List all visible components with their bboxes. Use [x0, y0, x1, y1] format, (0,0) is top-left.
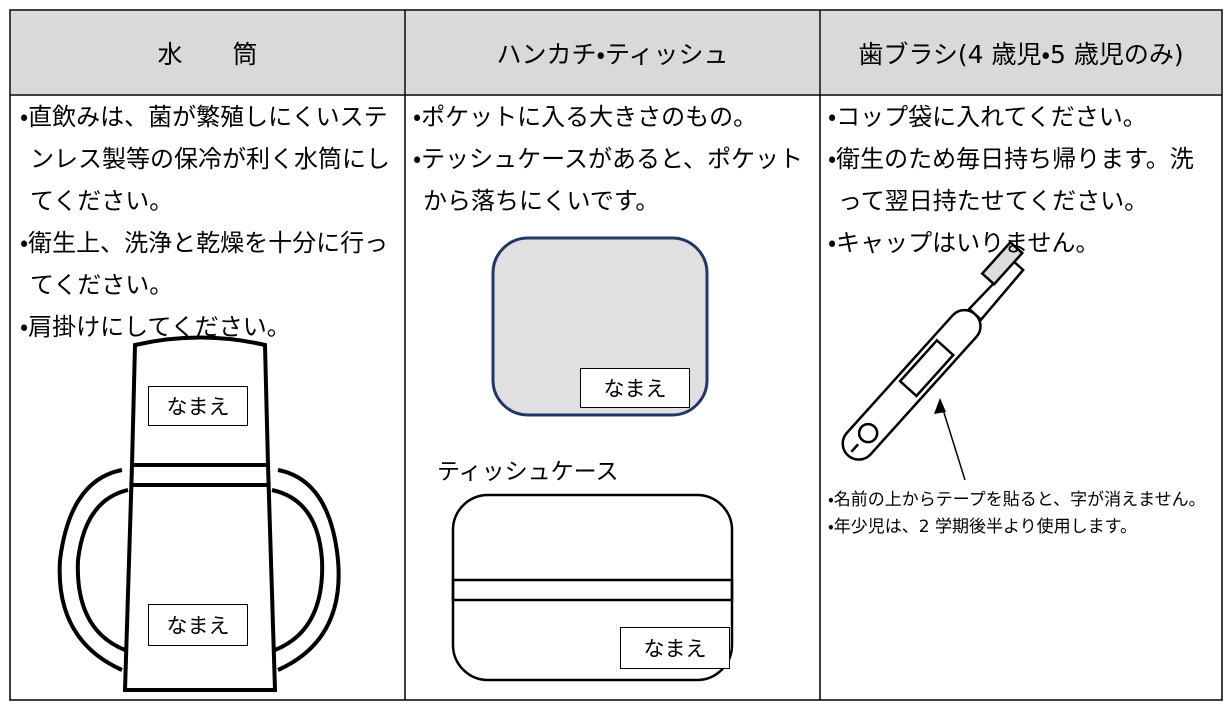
list-item: ・コップ袋に入れてください。 — [828, 103, 1147, 131]
list-item: ・衛生のため毎日持ち帰ります。洗って翌日持たせてください。 — [828, 145, 1194, 215]
name-label: なまえ — [148, 604, 248, 646]
list-item: ・テッシュケースがあると、ポケットから落ちにくいです。 — [413, 145, 803, 215]
list-item: ・キャップはいりません。 — [828, 229, 1100, 257]
note-list: ・名前の上からテープを貼ると、字が消えません。 ・年少児は、2 学期後半より使用… — [828, 487, 1214, 541]
list-item: ・肩掛けにしてください。 — [20, 313, 291, 341]
list-item: ・直飲みは、菌が繁殖しにくいステンレス製等の保冷が利く水筒にしてください。 — [20, 103, 390, 215]
item-list: ・コップ袋に入れてください。 ・衛生のため毎日持ち帰ります。洗って翌日持たせてく… — [828, 96, 1212, 264]
caption: ティッシュケース — [437, 459, 619, 485]
item-list: ・ポケットに入る大きさのもの。 ・テッシュケースがあると、ポケットから落ちにくい… — [413, 96, 813, 222]
table-border — [9, 9, 1223, 701]
list-item: ・ポケットに入る大きさのもの。 — [413, 103, 758, 131]
name-label: なまえ — [620, 627, 730, 669]
name-label: なまえ — [580, 368, 690, 408]
header-cell: 歯ブラシ(4 歳児・5 歳児のみ) — [821, 11, 1221, 94]
note: ・名前の上からテープを貼ると、字が消えません。 — [828, 490, 1206, 510]
name-label: なまえ — [148, 386, 248, 426]
header-cell: 水 筒 — [11, 11, 404, 94]
toothbrush — [841, 240, 1025, 481]
item-list: ・直飲みは、菌が繁殖しにくいステンレス製等の保冷が利く水筒にしてください。 ・衛… — [20, 96, 392, 348]
list-item: ・衛生上、洗浄と乾燥を十分に行ってください。 — [20, 229, 389, 299]
note: ・年少児は、2 学期後半より使用します。 — [828, 517, 1137, 537]
header-cell: ハンカチ・ティッシュ — [406, 11, 819, 94]
